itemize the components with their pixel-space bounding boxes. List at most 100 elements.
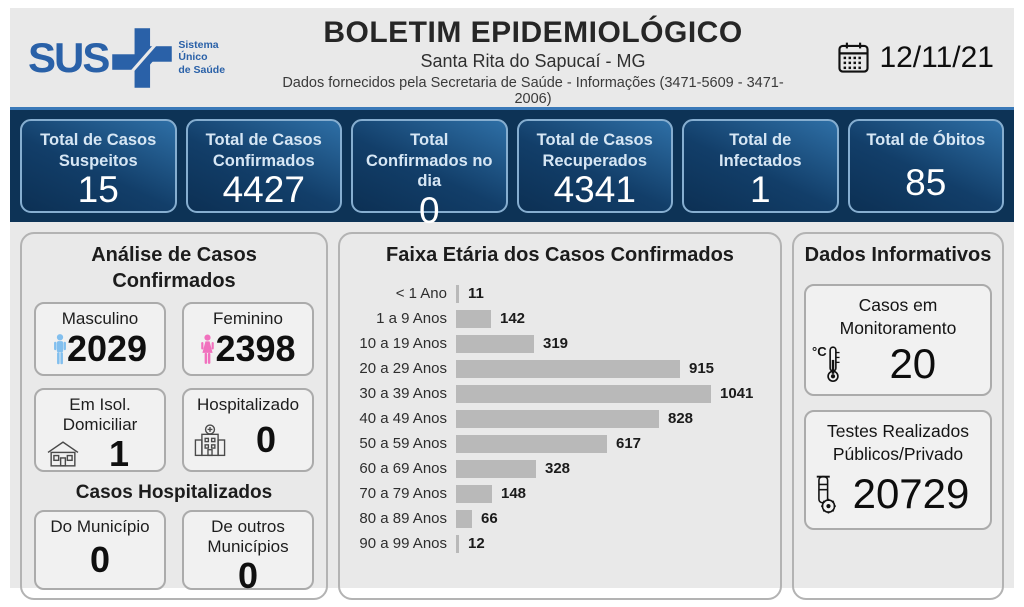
home-isolation-card: Em Isol. Domiciliar — [34, 388, 166, 472]
chart-bar — [456, 409, 659, 428]
chart-bar — [456, 309, 491, 328]
sus-logo-text: SUS — [28, 33, 110, 81]
municipio-value-row: 0 — [44, 537, 156, 583]
age-chart-rows: < 1 Ano 11 1 a 9 Anos 142 10 a 19 Anos 319 20 … — [352, 281, 768, 556]
chart-bar — [456, 509, 472, 528]
header: SUS Sistema Único de Saúde BOLETIM EPIDE… — [10, 8, 1014, 107]
stat-card-confirmed-today: Total Confirmados no dia 0 — [351, 119, 508, 229]
chart-row: 70 a 79 Anos 148 — [352, 481, 768, 506]
tagline-line: Sistema — [178, 38, 219, 51]
chart-value-label: 617 — [616, 435, 642, 452]
chart-category-label: 10 a 19 Anos — [359, 335, 447, 352]
chart-bar — [456, 384, 711, 403]
chart-value-label: 148 — [501, 485, 527, 502]
male-label: Masculino — [61, 309, 139, 328]
hospitalized-label: Hospitalizado — [196, 395, 300, 414]
chart-category-label: 20 a 29 Anos — [359, 360, 447, 377]
female-icon — [200, 334, 215, 365]
sus-cross-icon — [112, 27, 173, 88]
test-tube-icon — [812, 472, 838, 516]
chart-row: 20 a 29 Anos 915 — [352, 356, 768, 381]
monitoring-label: Casos em Monitoramento — [839, 295, 957, 338]
chart-category-label: 40 a 49 Anos — [359, 410, 447, 427]
chart-row: 90 a 99 Anos 12 — [352, 531, 768, 556]
hospital-icon — [192, 423, 228, 457]
chart-value-label: 12 — [468, 535, 485, 552]
chart-value-label: 328 — [545, 460, 571, 477]
stats-band: Total de Casos Suspeitos 15 Total de Cas… — [10, 107, 1014, 229]
hospitalized-value: 0 — [255, 419, 277, 461]
female-label: Feminino — [213, 309, 283, 328]
female-value: 2398 — [215, 328, 296, 370]
municipio-label: Do Município — [50, 517, 150, 536]
hospitalized-cases-title: Casos Hospitalizados — [75, 482, 273, 503]
analysis-title: Análise de Casos Confirmados — [91, 244, 257, 292]
monitoring-card: Casos em Monitoramento °C — [804, 284, 992, 396]
tests-card: Testes Realizados Públicos/Privado — [804, 410, 992, 530]
chart-category-label: 90 a 99 Anos — [359, 535, 447, 552]
header-center: BOLETIM EPIDEMIOLÓGICO Santa Rita do Sap… — [266, 8, 800, 107]
chart-bar — [456, 359, 680, 378]
stat-value: 85 — [905, 162, 947, 203]
house-icon — [44, 439, 82, 469]
info-panel: Dados Informativos Casos em Monitorament… — [792, 232, 1004, 600]
stat-label: Total Confirmados no dia — [366, 131, 493, 191]
chart-bar — [456, 459, 536, 478]
chart-value-label: 915 — [689, 360, 715, 377]
other-municipio-card: De outros Municípios 0 — [182, 510, 314, 593]
stat-label: Total de Casos Recuperados — [536, 131, 653, 170]
city-subtitle: Santa Rita do Sapucaí - MG — [420, 51, 646, 71]
age-chart-title: Faixa Etária dos Casos Confirmados — [386, 244, 734, 266]
chart-row: 30 a 39 Anos 1041 — [352, 381, 768, 406]
stat-label: Total de Casos Confirmados — [205, 131, 322, 170]
chart-value-label: 319 — [543, 335, 569, 352]
stat-card-suspected: Total de Casos Suspeitos 15 — [20, 119, 177, 213]
female-value-row: 2398 — [192, 329, 304, 369]
chart-category-label: 70 a 79 Anos — [359, 485, 447, 502]
analysis-panel: Análise de Casos Confirmados Masculino — [20, 232, 328, 600]
panels-row: Análise de Casos Confirmados Masculino — [10, 222, 1014, 607]
other-municipio-value: 0 — [237, 554, 259, 596]
stat-value: 4427 — [222, 169, 305, 211]
chart-category-label: 60 a 69 Anos — [359, 460, 447, 477]
stat-value: 1 — [749, 169, 771, 211]
chart-category-label: 50 a 59 Anos — [359, 435, 447, 452]
calendar-icon — [838, 42, 870, 73]
gender-cards: Masculino — [34, 302, 314, 376]
tagline-line: de Saúde — [178, 63, 226, 76]
info-line: Dados fornecidos pela Secretaria de Saúd… — [282, 75, 784, 107]
stat-card-recovered: Total de Casos Recuperados 4341 — [516, 119, 673, 213]
date-value: 12/11/21 — [879, 40, 994, 74]
stat-card-deaths: Total de Óbitos 85 — [847, 119, 1004, 213]
sus-logo-tagline: Sistema Único de Saúde — [178, 39, 225, 77]
info-panel-title: Dados Informativos — [804, 244, 992, 266]
male-card: Masculino — [34, 302, 166, 376]
bulletin-content: SUS Sistema Único de Saúde BOLETIM EPIDE… — [10, 8, 1014, 600]
stat-card-confirmed: Total de Casos Confirmados 4427 — [185, 119, 342, 213]
chart-row: 60 a 69 Anos 328 — [352, 456, 768, 481]
male-value: 2029 — [66, 328, 148, 370]
home-isolation-label: Em Isol. Domiciliar — [62, 395, 138, 435]
chart-value-label: 1041 — [720, 385, 754, 402]
chart-bar — [456, 284, 459, 303]
female-card: Feminino — [182, 302, 314, 376]
chart-row: < 1 Ano 11 — [352, 281, 768, 306]
chart-bar — [456, 334, 534, 353]
tests-label: Testes Realizados Públicos/Privado — [826, 421, 970, 464]
thermometer-icon — [824, 343, 842, 385]
chart-category-label: 30 a 39 Anos — [359, 385, 447, 402]
male-icon — [53, 333, 67, 365]
monitoring-value: 20 — [889, 339, 937, 387]
chart-row: 80 a 89 Anos 66 — [352, 506, 768, 531]
chart-row: 1 a 9 Anos 142 — [352, 306, 768, 331]
municipio-card: Do Município 0 — [34, 510, 166, 590]
other-municipio-label: De outros Municípios — [207, 517, 289, 557]
celsius-unit: °C — [812, 343, 827, 359]
chart-row: 40 a 49 Anos 828 — [352, 406, 768, 431]
other-municipio-value-row: 0 — [192, 554, 304, 596]
chart-bar — [456, 484, 492, 503]
home-isolation-value-row: 1 — [44, 435, 156, 472]
stat-value: 0 — [418, 189, 440, 231]
stat-value: 15 — [77, 169, 119, 211]
